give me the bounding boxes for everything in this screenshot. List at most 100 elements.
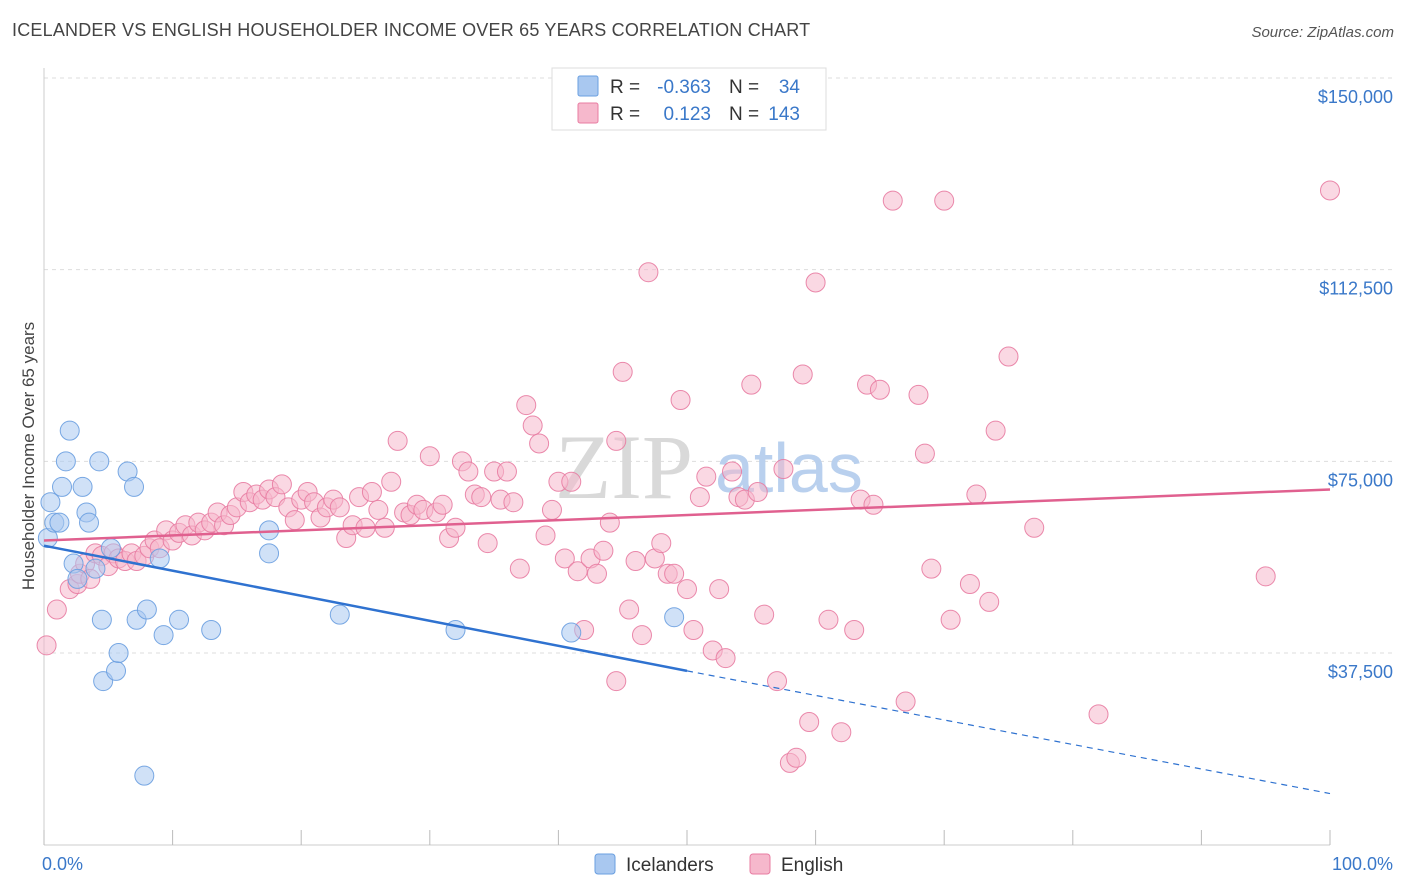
english-point (477, 533, 498, 554)
english-point (869, 379, 890, 400)
english-point (509, 558, 530, 579)
x-tick-label-min: 0.0% (42, 854, 83, 874)
trend-lines (43, 488, 1331, 795)
english-point (496, 461, 517, 482)
icelanders-point (85, 558, 106, 579)
legend-r-label-icelanders: R = (610, 77, 640, 98)
legend-r-label-english: R = (610, 104, 640, 125)
english-point (593, 540, 614, 561)
icelanders-point (72, 476, 93, 497)
english-point (689, 487, 710, 508)
english-points (36, 180, 1340, 773)
icelanders-point (49, 512, 70, 533)
english-trend-line (43, 488, 1331, 542)
english-point (516, 395, 537, 416)
english-point (664, 563, 685, 584)
english-point (271, 474, 292, 495)
english-point (612, 361, 633, 382)
y-tick-label-1: $75,000 (1328, 470, 1393, 490)
english-point (387, 430, 408, 451)
legend-swatch-english (577, 102, 599, 124)
watermark-zip: ZIP (555, 416, 693, 518)
legend-n-value-icelanders: 34 (779, 77, 801, 98)
english-point (908, 384, 929, 405)
icelanders-point (52, 476, 73, 497)
icelanders-point (67, 568, 88, 589)
english-point (361, 482, 382, 502)
icelanders-point (79, 512, 100, 533)
icelanders-point (59, 420, 80, 441)
english-point (606, 671, 627, 692)
english-point (1320, 180, 1340, 201)
english-point (638, 262, 659, 283)
series-legend: Icelanders English (594, 853, 843, 876)
english-point (46, 599, 67, 620)
english-point (747, 482, 768, 502)
english-point (773, 459, 794, 479)
icelanders-point (664, 607, 685, 628)
english-point (529, 433, 550, 454)
english-point (799, 712, 820, 732)
english-point (715, 648, 736, 669)
english-point (1088, 704, 1109, 725)
english-point (36, 635, 57, 656)
english-point (934, 190, 955, 211)
icelanders-points (37, 420, 685, 786)
english-point (722, 461, 743, 482)
english-point (895, 691, 916, 712)
icelanders-trend-line (43, 544, 688, 673)
y-tick-label-0: $37,500 (1328, 662, 1393, 682)
english-point (419, 446, 440, 467)
english-point (561, 471, 582, 492)
source-credit: Source: ZipAtlas.com (1251, 24, 1394, 41)
x-ticks (43, 830, 1331, 845)
icelanders-point (124, 476, 145, 497)
english-point (670, 390, 691, 410)
icelanders-point (89, 451, 110, 472)
english-point (818, 609, 839, 630)
correlation-legend: R = -0.363 N = 34 R = 0.123 N = 143 (551, 67, 827, 131)
y-tick-label-3: $150,000 (1318, 87, 1393, 107)
english-point (631, 625, 652, 646)
english-point (914, 443, 935, 464)
english-point (741, 374, 762, 395)
icelanders-point (561, 622, 582, 643)
icelanders-point (149, 548, 170, 569)
icelanders-point (153, 625, 174, 646)
y-axis-title: Householder Income Over 65 years (19, 322, 38, 590)
x-tick-label-max: 100.0% (1332, 854, 1393, 874)
english-point (786, 747, 807, 768)
english-point (1024, 517, 1045, 538)
icelanders-point (55, 451, 76, 472)
icelanders-point (100, 538, 121, 559)
english-point (432, 494, 453, 515)
english-point (709, 579, 730, 600)
icelanders-trend-extension (686, 670, 1331, 795)
english-point (767, 671, 788, 692)
bottom-legend-swatch-icelanders (594, 853, 616, 875)
legend-n-label-english: N = (729, 104, 759, 125)
english-point (844, 620, 865, 640)
bottom-legend-label-english: English (781, 855, 843, 876)
english-point (831, 722, 852, 743)
icelanders-point (40, 492, 61, 513)
english-point (567, 561, 588, 582)
english-point (1255, 566, 1276, 587)
english-point (966, 484, 987, 505)
english-point (882, 190, 903, 211)
english-point (940, 609, 961, 630)
english-point (368, 499, 389, 520)
icelanders-point (329, 604, 350, 625)
icelanders-point (134, 765, 155, 786)
icelanders-point (259, 543, 280, 564)
english-point (683, 620, 704, 640)
english-point (677, 579, 697, 600)
english-point (541, 499, 562, 520)
icelanders-point (91, 609, 112, 630)
legend-r-value-icelanders: -0.363 (657, 77, 711, 98)
y-tick-labels: $37,500 $75,000 $112,500 $150,000 (1318, 87, 1393, 682)
legend-n-label-icelanders: N = (729, 77, 759, 98)
bottom-legend-label-icelanders: Icelanders (626, 855, 714, 876)
english-point (329, 497, 350, 518)
